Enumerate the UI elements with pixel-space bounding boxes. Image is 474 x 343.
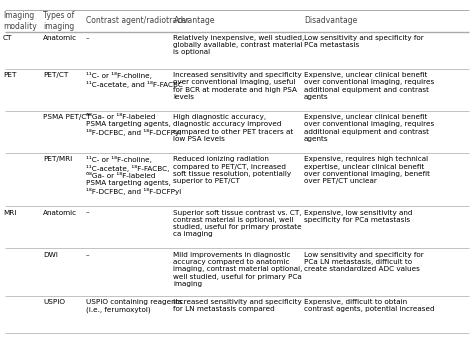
Text: Expensive, unclear clinical benefit
over conventional imaging, requires
addition: Expensive, unclear clinical benefit over… xyxy=(304,72,434,100)
Text: DWI: DWI xyxy=(43,252,58,258)
Text: MRI: MRI xyxy=(3,210,16,215)
Text: Expensive, low sensitivity and
specificity for PCa metastasis: Expensive, low sensitivity and specifici… xyxy=(304,210,412,223)
Text: Relatively inexpensive, well studied,
globally available, contrast material
is o: Relatively inexpensive, well studied, gl… xyxy=(173,35,305,56)
Text: Reduced ionizing radiation
compared to PET/CT, increased
soft tissue resolution,: Reduced ionizing radiation compared to P… xyxy=(173,156,292,184)
Text: ⁶⁸Ga- or ¹⁸F-labeled
PSMA targeting agents,
¹⁸F-DCFBC, and ¹⁸F-DCFPyl: ⁶⁸Ga- or ¹⁸F-labeled PSMA targeting agen… xyxy=(86,114,181,136)
Text: Anatomic: Anatomic xyxy=(43,210,77,215)
Text: PET/MRI: PET/MRI xyxy=(43,156,73,162)
Text: Low sensitivity and specificity for
PCa metastasis: Low sensitivity and specificity for PCa … xyxy=(304,35,424,48)
Text: High diagnostic accuracy,
diagnostic accuracy improved
compared to other PET tra: High diagnostic accuracy, diagnostic acc… xyxy=(173,114,294,142)
Text: Increased sensitivity and specificity
over conventional imaging, useful
for BCR : Increased sensitivity and specificity ov… xyxy=(173,72,302,100)
Text: –: – xyxy=(86,210,90,215)
Text: Low sensitivity and specificity for
PCa LN metastasis, difficult to
create stand: Low sensitivity and specificity for PCa … xyxy=(304,252,424,272)
Text: Types of
imaging: Types of imaging xyxy=(43,11,74,31)
Text: ¹¹C- or ¹⁸F-choline,
¹¹C-acetate, and ¹⁸F-FACBC: ¹¹C- or ¹⁸F-choline, ¹¹C-acetate, and ¹⁸… xyxy=(86,72,182,87)
Text: Contrast agent/radiotracer: Contrast agent/radiotracer xyxy=(86,16,189,25)
Text: ¹¹C- or ¹⁸F-choline,
¹¹C-acetate, ¹⁸F-FACBC,
⁶⁸Ga- or ¹⁸F-labeled
PSMA targeting: ¹¹C- or ¹⁸F-choline, ¹¹C-acetate, ¹⁸F-FA… xyxy=(86,156,181,195)
Text: –: – xyxy=(86,252,90,258)
Text: Increased sensitivity and specificity
for LN metastasis compared: Increased sensitivity and specificity fo… xyxy=(173,299,302,312)
Text: USPIO: USPIO xyxy=(43,299,65,305)
Text: Disadvantage: Disadvantage xyxy=(304,16,357,25)
Text: PET: PET xyxy=(3,72,16,78)
Text: USPIO containing reagents
(i.e., ferumoxytol): USPIO containing reagents (i.e., ferumox… xyxy=(86,299,182,313)
Text: Anatomic: Anatomic xyxy=(43,35,77,41)
Text: –: – xyxy=(86,35,90,41)
Text: PET/CT: PET/CT xyxy=(43,72,68,78)
Text: Expensive, unclear clinical benefit
over conventional imaging, requires
addition: Expensive, unclear clinical benefit over… xyxy=(304,114,434,142)
Text: Mild improvements in diagnostic
accuracy compared to anatomic
imaging, contrast : Mild improvements in diagnostic accuracy… xyxy=(173,252,303,287)
Text: Expensive, requires high technical
expertise, unclear clinical benefit
over conv: Expensive, requires high technical exper… xyxy=(304,156,430,184)
Text: Superior soft tissue contrast vs. CT,
contrast material is optional, well
studie: Superior soft tissue contrast vs. CT, co… xyxy=(173,210,302,237)
Text: Advantage: Advantage xyxy=(173,16,215,25)
Text: CT: CT xyxy=(3,35,12,41)
Text: Expensive, difficult to obtain
contrast agents, potential increased: Expensive, difficult to obtain contrast … xyxy=(304,299,435,312)
Text: PSMA PET/CT: PSMA PET/CT xyxy=(43,114,91,120)
Text: Imaging
modality: Imaging modality xyxy=(3,11,36,31)
